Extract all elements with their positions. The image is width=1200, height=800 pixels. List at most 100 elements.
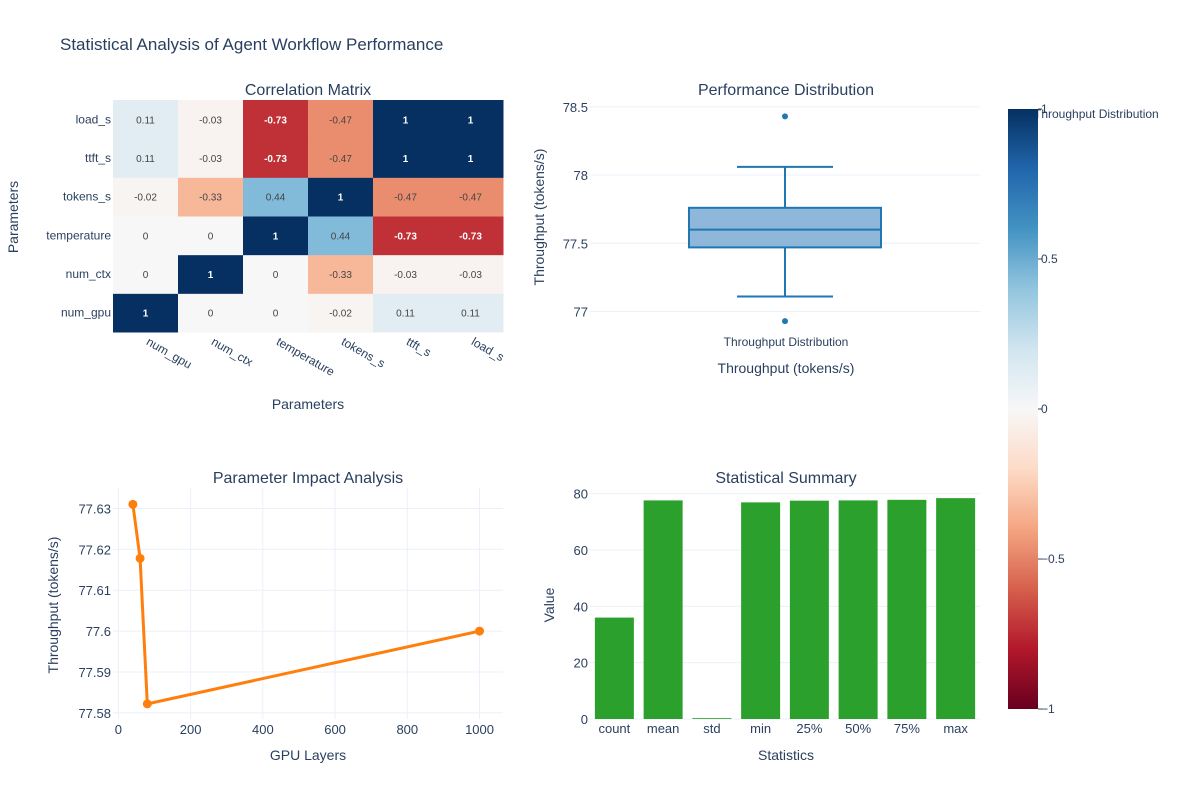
heatmap-cell (113, 138, 179, 178)
heatmap-cell (438, 100, 504, 140)
box-ytick-label: 78 (574, 168, 588, 183)
heatmap-cell (438, 293, 504, 333)
heatmap-cell-label: 0 (143, 231, 149, 242)
heatmap-cell-label: -0.03 (459, 270, 482, 281)
colorbar-tick-label: 0.5 (1041, 252, 1058, 266)
heatmap-cell (178, 293, 244, 333)
chart-marks: 1 0 0 -0.02 0.11 0.11 0 1 0 -0.33 -0.03 -0.03 0 0 1 0.4… (46, 100, 1065, 737)
heatmap-ytick-label: num_gpu (61, 306, 111, 320)
heatmap-ytick-label: temperature (46, 228, 111, 242)
line-xtick-label: 200 (180, 722, 202, 737)
heatmap-cell (113, 254, 179, 294)
line-xlabel: GPU Layers (270, 747, 346, 763)
heatmap-cell (178, 254, 244, 294)
heatmap-cell (178, 100, 244, 140)
bar-ytick-label: 80 (574, 487, 588, 502)
bar (692, 718, 732, 719)
line-xtick-label: 400 (252, 722, 274, 737)
heatmap-cell (438, 216, 504, 256)
line-ytick-label: 77.6 (86, 624, 111, 639)
line-point (128, 499, 138, 509)
box-iqr (688, 206, 882, 249)
heatmap-cell (438, 138, 504, 178)
heatmap-cell-label: -0.73 (264, 154, 287, 165)
heatmap-cell-label: 1 (468, 154, 474, 165)
heatmap-cell-label: 0.11 (461, 309, 480, 320)
heatmap-cell (308, 177, 374, 217)
heatmap-cell (373, 254, 439, 294)
heatmap-cell-label: 0 (273, 270, 279, 281)
heatmap-cell-label: -0.02 (134, 193, 157, 204)
colorbar (1008, 109, 1038, 709)
heatmap-cell-label: 0 (208, 231, 214, 242)
box-category-label: Throughput Distribution (724, 335, 849, 349)
heatmap-cell-label: 0 (143, 270, 149, 281)
bar (838, 500, 878, 719)
bar-ytick-label: 40 (574, 599, 588, 614)
bar-xtick-label: 50% (845, 721, 871, 736)
bar (887, 499, 927, 719)
heatmap-xtick-label: num_gpu (144, 334, 194, 371)
heatmap-ytick-label: num_ctx (66, 267, 111, 281)
heatmap-cell-label: 0 (208, 309, 214, 320)
heatmap-cell (308, 293, 374, 333)
heatmap-cell (178, 216, 244, 256)
line-ytick-label: 77.62 (78, 542, 111, 557)
heatmap-xlabel: Parameters (272, 396, 344, 412)
legend-label[interactable]: Throughput Distribution (1034, 107, 1159, 121)
heatmap-cell (308, 216, 374, 256)
bar-xlabel: Statistics (758, 747, 814, 763)
heatmap-cell (243, 100, 309, 140)
line-xtick-label: 1000 (465, 722, 494, 737)
bar (741, 502, 781, 719)
heatmap-ytick-label: tokens_s (63, 190, 111, 204)
heatmap-cell (373, 138, 439, 178)
heatmap-cell (243, 293, 309, 333)
heatmap-cell-label: -0.73 (264, 115, 287, 126)
heatmap-xtick-label: temperature (274, 334, 337, 379)
heatmap-cell-label: 1 (403, 115, 409, 126)
heatmap-cell (373, 216, 439, 256)
heatmap-ytick-label: ttft_s (85, 151, 111, 165)
heatmap-cell (243, 254, 309, 294)
heatmap-ytick-label: load_s (76, 112, 111, 126)
heatmap-cell (243, 177, 309, 217)
heatmap-cell-label: 1 (403, 154, 409, 165)
line-xtick-label: 800 (396, 722, 418, 737)
bar-xtick-label: min (750, 721, 771, 736)
heatmap-cell-label: 1 (468, 115, 474, 126)
heatmap-xtick-label: ttft_s (404, 334, 434, 359)
heatmap-cell (373, 177, 439, 217)
line-point (475, 626, 485, 636)
heatmap-cell (308, 100, 374, 140)
heatmap-cell (243, 216, 309, 256)
box-ytick-label: 77.5 (563, 236, 588, 251)
heatmap-cell (243, 138, 309, 178)
heatmap-cell (178, 177, 244, 217)
heatmap-cell-label: 0 (273, 309, 279, 320)
bar-ytick-label: 60 (574, 543, 588, 558)
bar-xtick-label: mean (647, 721, 680, 736)
heatmap-cell-label: -0.02 (329, 309, 352, 320)
line-point (135, 553, 145, 563)
box-title: Performance Distribution (698, 82, 874, 99)
heatmap-cell-label: 0.11 (136, 115, 155, 126)
box-xlabel: Throughput (tokens/s) (718, 360, 855, 376)
heatmap-cell-label: -0.73 (394, 231, 417, 242)
line-series (131, 504, 480, 706)
heatmap-xtick-label: tokens_s (339, 334, 388, 370)
heatmap-ylabel: Parameters (5, 181, 21, 253)
line-title: Parameter Impact Analysis (213, 470, 403, 487)
heatmap-cell (438, 177, 504, 217)
colorbar-tick-label: −1 (1041, 702, 1055, 716)
heatmap-cell-label: 1 (338, 193, 344, 204)
line-xtick-label: 0 (115, 722, 122, 737)
box-ytick-label: 77 (574, 305, 588, 320)
heatmap-cell-label: 0.44 (266, 193, 286, 204)
heatmap-cell-label: -0.47 (329, 154, 352, 165)
heatmap-cell-label: 0.11 (136, 154, 155, 165)
heatmap-cell-label: -0.03 (199, 154, 222, 165)
heatmap-cell (308, 254, 374, 294)
